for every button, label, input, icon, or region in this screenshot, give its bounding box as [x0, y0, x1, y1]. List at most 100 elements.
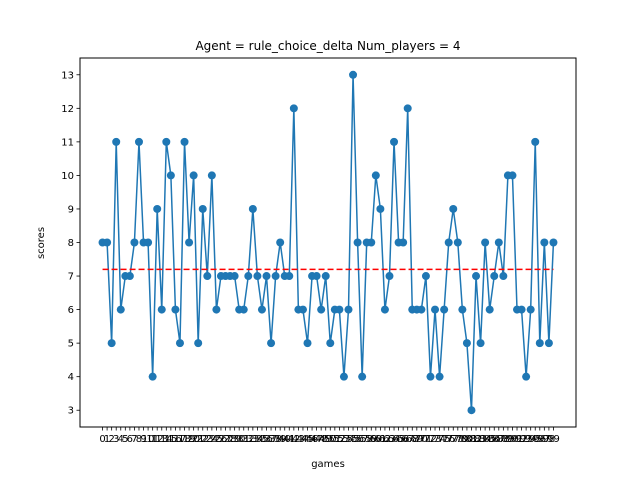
x-tick-label: 69 [410, 434, 423, 445]
x-tick-label: 8 [136, 434, 142, 445]
data-point [239, 305, 248, 314]
data-point [148, 372, 157, 381]
data-point [162, 137, 171, 146]
data-point [180, 137, 189, 146]
x-tick-label: 99 [547, 434, 560, 445]
x-tick-label: 27 [219, 434, 232, 445]
y-tick-label: 8 [68, 238, 74, 249]
data-point [298, 305, 307, 314]
x-tick-label: 44 [297, 434, 310, 445]
x-tick-label: 24 [205, 434, 218, 445]
data-point [166, 171, 175, 180]
data-point [230, 272, 239, 281]
x-tick-label: 82 [470, 434, 483, 445]
data-point [481, 238, 490, 247]
data-point [326, 339, 335, 348]
x-tick-label: 55 [347, 434, 360, 445]
series-line [102, 74, 555, 411]
data-point [499, 272, 508, 281]
x-tick-label: 47 [310, 434, 323, 445]
x-tick-label: 10 [142, 434, 155, 445]
data-point [517, 305, 526, 314]
x-tick-label: 5 [122, 434, 128, 445]
data-point [399, 238, 408, 247]
x-tick-label: 94 [524, 434, 537, 445]
data-point [540, 238, 549, 247]
data-point [426, 372, 435, 381]
data-point [376, 204, 385, 213]
data-point [198, 204, 207, 213]
data-point [349, 70, 358, 79]
data-point [303, 339, 312, 348]
data-point [125, 272, 134, 281]
x-tick-label: 42 [287, 434, 300, 445]
data-point [494, 238, 503, 247]
data-point [175, 339, 184, 348]
x-tick-label: 56 [351, 434, 364, 445]
x-tick-label: 6 [127, 434, 133, 445]
data-point [417, 305, 426, 314]
x-tick-label: 34 [251, 434, 264, 445]
x-tick-label: 98 [543, 434, 556, 445]
data-point [344, 305, 353, 314]
data-point [253, 272, 262, 281]
x-tick-label: 71 [420, 434, 433, 445]
x-tick-label: 65 [392, 434, 405, 445]
x-tick-label: 62 [379, 434, 392, 445]
y-tick-label: 6 [68, 305, 74, 316]
x-tick-label: 53 [338, 434, 351, 445]
x-tick-label: 33 [246, 434, 259, 445]
x-tick-label: 11 [146, 434, 159, 445]
x-tick-label: 74 [433, 434, 446, 445]
data-point [490, 272, 499, 281]
data-point [390, 137, 399, 146]
data-point [339, 372, 348, 381]
data-point [549, 238, 558, 247]
data-point [335, 305, 344, 314]
data-point [189, 171, 198, 180]
x-tick-label: 3 [113, 434, 119, 445]
x-tick-label: 87 [492, 434, 505, 445]
data-point [440, 305, 449, 314]
x-tick-label: 48 [315, 434, 328, 445]
data-point [271, 272, 280, 281]
x-tick-label: 22 [196, 434, 209, 445]
data-point [257, 305, 266, 314]
data-point [130, 238, 139, 247]
y-axis: 3 4 5 6 7 8 9 10 11 12 13 [61, 70, 80, 417]
data-point [403, 104, 412, 113]
data-point [262, 272, 271, 281]
data-point [212, 305, 221, 314]
x-tick-label: 85 [483, 434, 496, 445]
data-point [431, 305, 440, 314]
x-tick-label: 17 [174, 434, 187, 445]
data-point [312, 272, 321, 281]
x-tick-label: 0 [99, 434, 105, 445]
data-point [544, 339, 553, 348]
x-tick-label: 37 [265, 434, 278, 445]
x-tick-label: 26 [215, 434, 228, 445]
data-point [112, 137, 121, 146]
y-axis-label: scores [36, 227, 47, 259]
x-tick-label: 57 [356, 434, 369, 445]
data-point [449, 204, 458, 213]
data-point [535, 339, 544, 348]
data-point [134, 137, 143, 146]
x-tick-label: 54 [342, 434, 355, 445]
y-tick-label: 11 [61, 137, 74, 148]
x-tick-label: 92 [515, 434, 528, 445]
data-point [321, 272, 330, 281]
x-tick-label: 79 [456, 434, 469, 445]
data-point [244, 272, 253, 281]
x-tick-label: 2 [108, 434, 114, 445]
x-tick-label: 64 [388, 434, 401, 445]
x-tick-label: 95 [529, 434, 542, 445]
x-tick-label: 52 [333, 434, 346, 445]
x-tick-label: 81 [465, 434, 478, 445]
x-tick-label: 67 [401, 434, 414, 445]
x-tick-label: 46 [306, 434, 319, 445]
x-tick-label: 29 [228, 434, 241, 445]
data-point [472, 272, 481, 281]
x-tick-label: 91 [511, 434, 524, 445]
data-point [453, 238, 462, 247]
